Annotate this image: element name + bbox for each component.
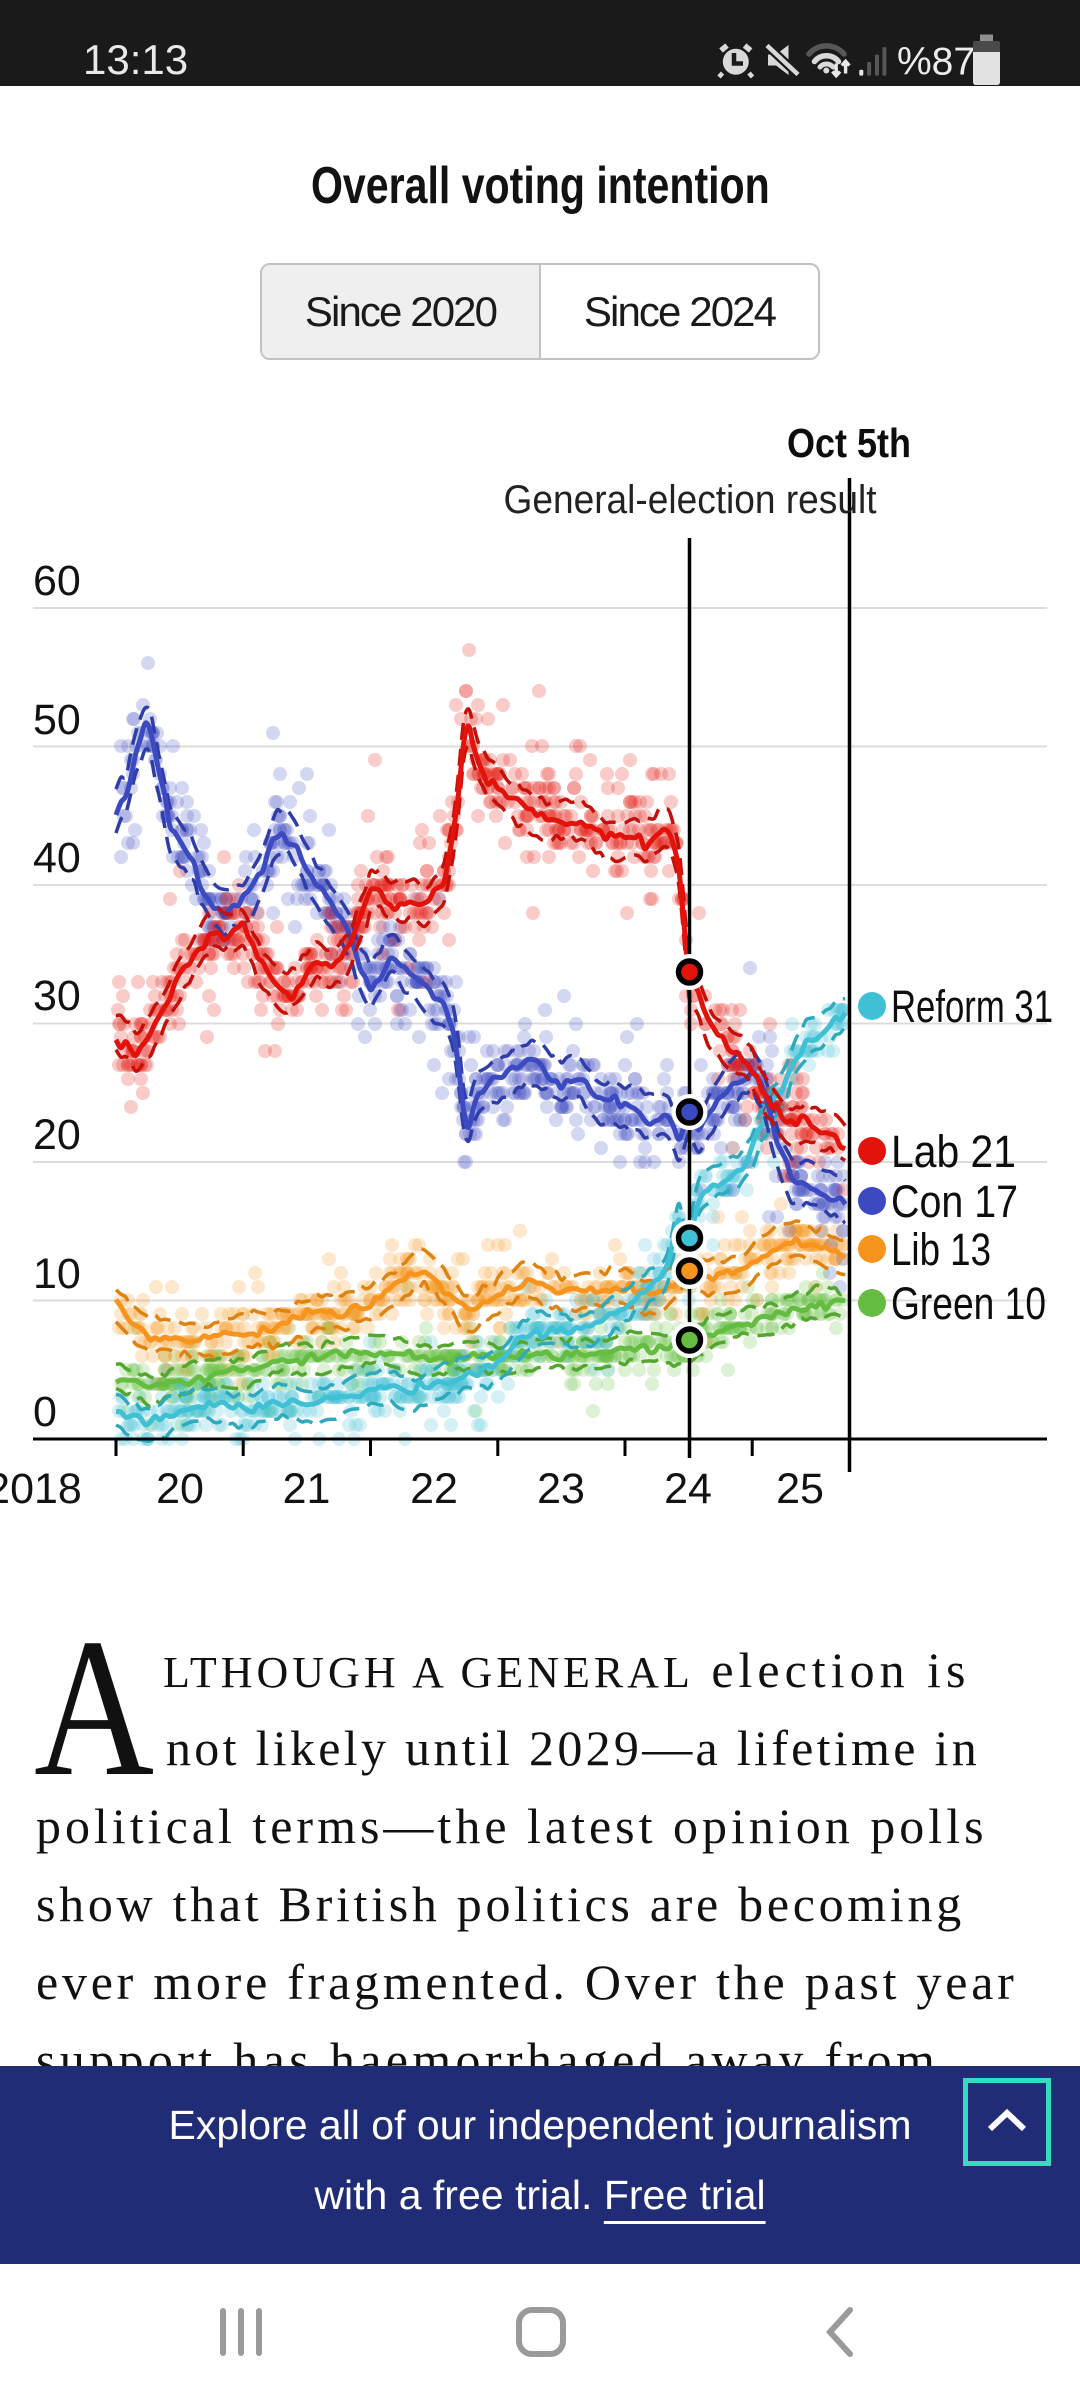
svg-text:40: 40 (33, 834, 81, 882)
svg-text:2018: 2018 (0, 1465, 82, 1513)
svg-text:21: 21 (283, 1465, 331, 1513)
svg-text:25: 25 (776, 1465, 824, 1513)
svg-text:22: 22 (410, 1465, 458, 1513)
svg-text:30: 30 (33, 972, 81, 1020)
svg-text:Reform 31: Reform 31 (891, 981, 1053, 1032)
svg-text:0: 0 (33, 1388, 57, 1436)
svg-text:24: 24 (664, 1465, 712, 1513)
svg-text:Lab 21: Lab 21 (891, 1126, 1016, 1177)
svg-text:23: 23 (537, 1465, 585, 1513)
svg-text:60: 60 (33, 557, 81, 605)
svg-text:Lib 13: Lib 13 (891, 1224, 991, 1275)
svg-text:General-election result: General-election result (504, 478, 877, 522)
svg-text:Green 10: Green 10 (891, 1278, 1046, 1329)
svg-text:20: 20 (33, 1111, 81, 1159)
svg-text:20: 20 (156, 1465, 204, 1513)
svg-text:Oct 5th: Oct 5th (787, 420, 911, 466)
svg-text:%87: %87 (897, 41, 975, 84)
svg-text:10: 10 (33, 1250, 81, 1298)
svg-text:Con 17: Con 17 (891, 1176, 1018, 1227)
svg-text:50: 50 (33, 696, 81, 744)
